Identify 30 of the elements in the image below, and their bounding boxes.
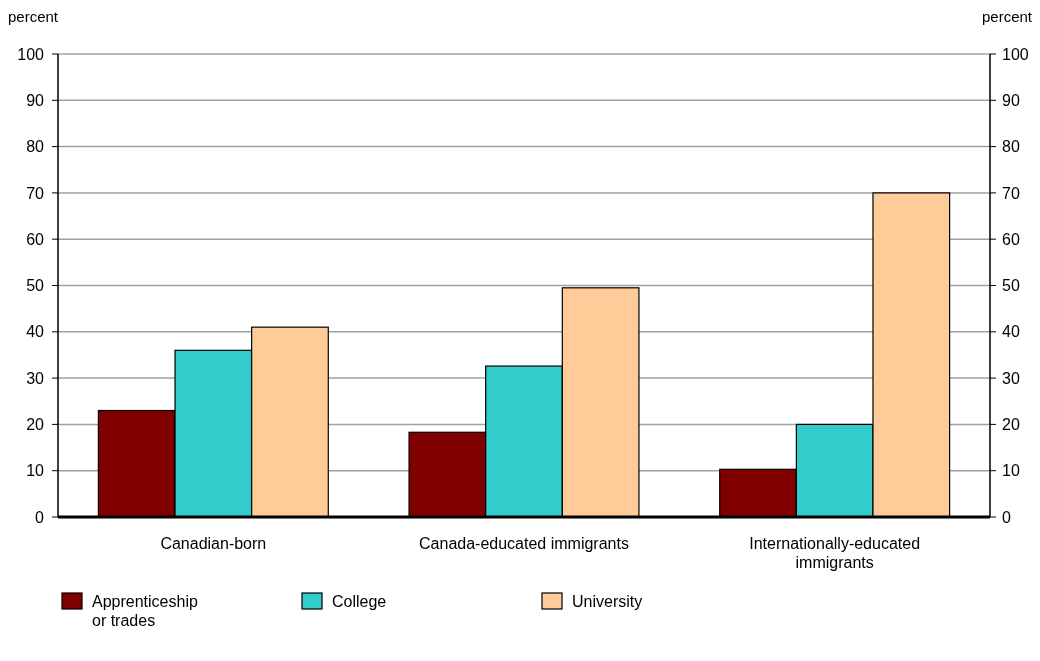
y-tick-label: 0 — [35, 508, 45, 526]
y-tick-label: 10 — [26, 462, 45, 480]
x-tick-label: Canada-educated immigrants — [419, 535, 629, 552]
y2-tick-label: 100 — [1002, 45, 1029, 63]
y2-tick-label: 20 — [1002, 416, 1020, 433]
y-axis-title: percent — [8, 8, 59, 25]
legend-label: College — [332, 593, 387, 610]
x-tick-label: Internationally-educated immigrants — [749, 535, 921, 571]
y-tick-label: 20 — [26, 416, 45, 433]
y2-tick-label: 40 — [1002, 323, 1020, 341]
y-tick-label: 70 — [26, 184, 45, 202]
legend-label: Apprenticeship or trades — [92, 593, 198, 629]
y2-tick-label: 80 — [1002, 138, 1020, 156]
y-tick-label: 30 — [26, 369, 45, 387]
y-tick-label: 80 — [26, 138, 45, 156]
y2-tick-label: 70 — [1002, 184, 1020, 202]
y2-axis-title: percent — [981, 8, 1033, 25]
y-tick-label: 50 — [26, 277, 45, 295]
y-tick-label: 40 — [26, 323, 45, 341]
y2-tick-label: 0 — [1002, 508, 1011, 526]
y2-tick-label: 10 — [1002, 462, 1020, 480]
y2-tick-label: 60 — [1002, 230, 1020, 248]
y2-tick-label: 90 — [1002, 91, 1020, 109]
y2-tick-label: 30 — [1002, 369, 1020, 387]
y-tick-label: 90 — [26, 91, 45, 109]
legend-label: University — [572, 593, 643, 610]
x-tick-label: Canadian-born — [160, 535, 267, 552]
y2-tick-label: 50 — [1002, 277, 1020, 295]
y-tick-label: 100 — [17, 45, 45, 63]
y-tick-label: 60 — [26, 230, 45, 248]
